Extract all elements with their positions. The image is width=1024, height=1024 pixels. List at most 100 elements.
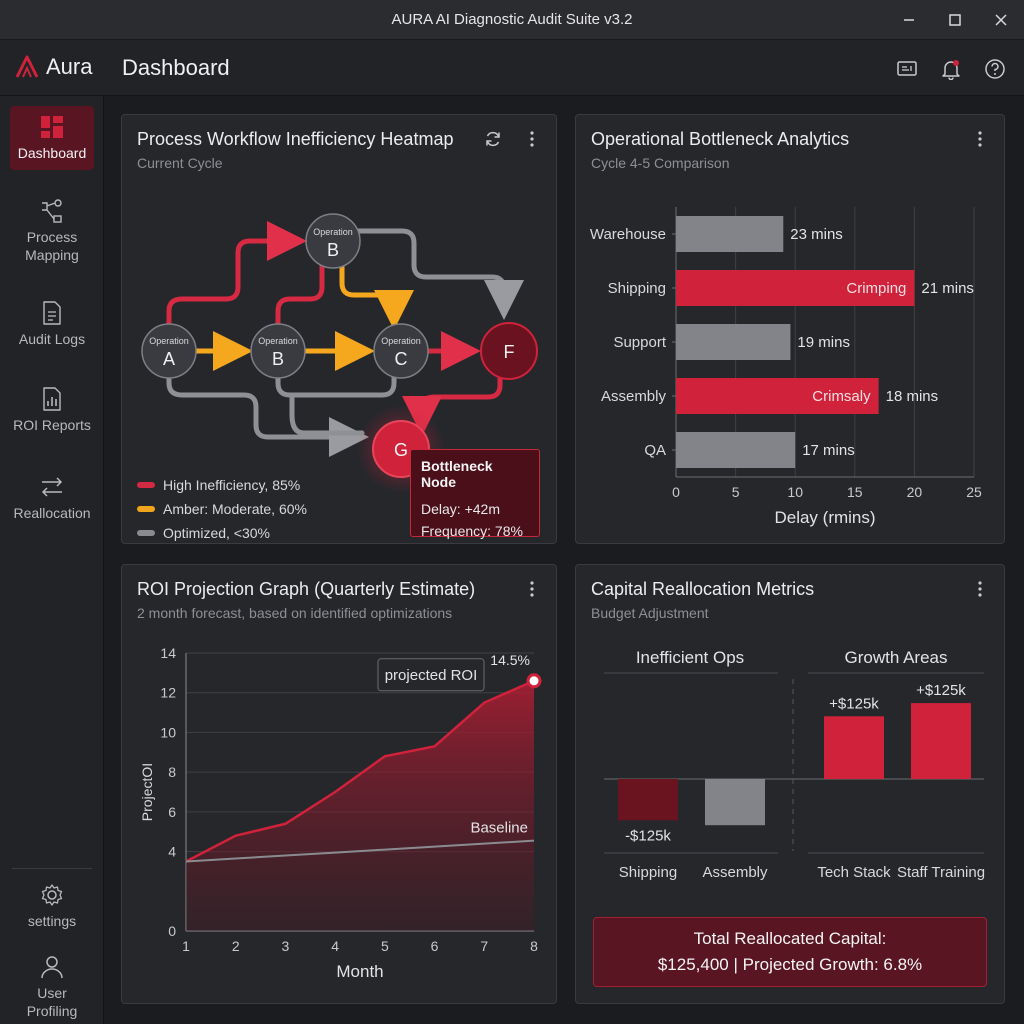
x-tick-label: 20 [907,484,923,500]
bar-value-label: 17 mins [802,442,855,459]
minimize-button[interactable] [886,0,932,40]
x-axis-label: Month [336,962,383,981]
tooltip-delay: Delay: +42m [421,501,500,517]
bar[interactable] [676,270,915,306]
card-subtitle: Current Cycle [137,155,223,171]
y-tick-label: 14 [160,645,176,661]
projected-area [186,680,534,931]
display-button[interactable] [892,54,922,84]
sidebar-item-audit-logs[interactable]: Audit Logs [10,300,94,348]
maximize-button[interactable] [932,0,978,40]
group-header: Growth Areas [845,648,948,667]
category-label: Shipping [619,864,677,881]
category-label: Warehouse [590,226,666,243]
node-f[interactable]: F [480,322,538,380]
bar[interactable] [911,703,971,779]
bar[interactable] [676,432,796,468]
sidebar-item-reallocation[interactable]: Reallocation [10,474,94,522]
more-menu-button[interactable] [524,579,540,599]
capital-summary-banner: Total Reallocated Capital: $125,400 | Pr… [593,917,987,987]
svg-text:Operation: Operation [381,336,421,346]
end-value-label: 14.5% [490,652,530,668]
notifications-button[interactable] [936,54,966,84]
sidebar-item-user-profiling[interactable]: User Profiling [10,954,94,1020]
sidebar-item-label: Dashboard [17,145,87,161]
node-b-top[interactable]: Operation B [305,213,361,269]
node-c[interactable]: Operation C [373,323,429,379]
legend-high: High Inefficiency, 85% [137,477,300,493]
node-b-middle[interactable]: Operation B [250,323,306,379]
category-label: QA [644,442,666,459]
process-mapping-icon [42,199,62,223]
report-chart-icon [43,387,61,411]
gear-icon [41,884,63,906]
card-subtitle: Budget Adjustment [591,605,709,621]
x-tick-label: 7 [480,938,488,954]
x-tick-label: 2 [232,938,240,954]
x-tick-label: 8 [530,938,538,954]
x-tick-label: 5 [381,938,389,954]
projected-line [185,679,535,863]
more-menu-button[interactable] [524,129,540,149]
more-vertical-icon [978,131,982,147]
bar[interactable] [618,779,678,821]
baseline-label: Baseline [470,820,528,837]
category-label: Tech Stack [817,864,891,881]
category-label: Shipping [608,280,666,297]
sidebar-item-label: Reallocation [13,505,91,521]
more-menu-button[interactable] [972,129,988,149]
sidebar-item-roi-reports[interactable]: ROI Reports [10,386,94,434]
sidebar-item-label: User Profiling [26,985,78,1019]
category-label: Assembly [702,864,768,881]
sidebar-divider [12,868,92,869]
bar[interactable] [824,716,884,779]
y-tick-label: 0 [168,923,176,939]
x-tick-label: 1 [182,938,190,954]
bell-icon [942,60,960,80]
legend-moderate: Amber: Moderate, 60% [137,501,307,517]
close-button[interactable] [978,0,1024,40]
y-tick-label: 12 [160,685,176,701]
svg-text:Operation: Operation [258,336,298,346]
more-vertical-icon [530,131,534,147]
bar[interactable] [676,216,784,252]
y-tick-label: 10 [160,724,176,740]
baseline-line [185,839,535,863]
help-icon [985,59,1005,79]
bar[interactable] [676,324,791,360]
y-axis-label: ProjectOI [139,763,155,821]
bar-value-label: 23 mins [790,226,843,243]
sidebar-item-settings[interactable]: settings [10,882,94,930]
app-logo[interactable]: Aura [14,54,92,80]
svg-text:B: B [327,240,339,260]
dashboard-icon [41,116,63,138]
help-button[interactable] [980,54,1010,84]
node-a[interactable]: Operation A [141,323,197,379]
bar-inner-label: Crimping [846,280,906,297]
brand-name: Aura [46,54,93,79]
bottleneck-bar-chart: 0 5 10 15 20 25 Warehouse 23 mins Shipping Crimpi… [590,207,982,527]
end-point[interactable] [526,673,542,689]
card-title: Capital Reallocation Metrics [591,579,815,599]
bar-value-label: +$125k [829,695,879,712]
user-icon [41,956,63,979]
document-icon [43,301,61,325]
svg-text:B: B [272,349,284,369]
legend-optimized: Optimized, <30% [137,525,270,541]
more-menu-button[interactable] [972,579,988,599]
x-tick-label: 5 [732,484,740,500]
sidebar-item-process-mapping[interactable]: Process Mapping [10,198,94,264]
capital-bar-chart: Inefficient Ops Growth Areas -$125k Shippin… [604,648,985,881]
bar[interactable] [705,779,765,826]
maximize-icon [949,14,961,26]
bar[interactable] [676,378,879,414]
more-vertical-icon [978,581,982,597]
y-tick-label: 8 [168,764,176,780]
bar-value-label: +$125k [916,682,966,699]
card-subtitle: Cycle 4-5 Comparison [591,155,730,171]
sidebar-item-dashboard[interactable]: Dashboard [10,106,94,170]
summary-line-2: $125,400 | Projected Growth: 6.8% [657,955,923,974]
minimize-icon [904,19,914,21]
refresh-button[interactable] [482,128,504,150]
swap-arrows-icon [41,477,63,497]
